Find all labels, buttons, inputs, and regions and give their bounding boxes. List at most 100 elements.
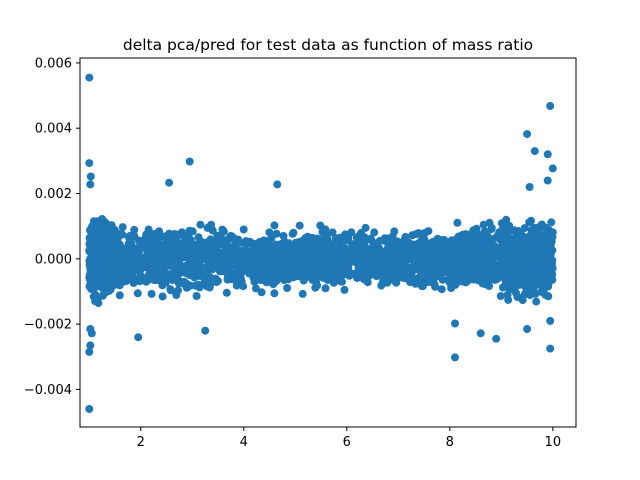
data-point-outlier bbox=[86, 172, 95, 181]
data-point-outlier bbox=[86, 341, 95, 350]
data-point bbox=[156, 240, 165, 249]
data-point bbox=[506, 256, 515, 265]
data-point-outlier bbox=[543, 176, 552, 185]
data-point bbox=[181, 250, 190, 259]
data-point bbox=[250, 264, 259, 273]
data-point bbox=[342, 236, 351, 245]
data-point bbox=[526, 277, 535, 286]
data-point bbox=[331, 248, 340, 257]
data-point bbox=[270, 289, 279, 298]
data-point bbox=[501, 273, 509, 282]
data-point-outlier bbox=[546, 102, 555, 110]
data-point bbox=[207, 224, 215, 233]
data-point bbox=[300, 266, 309, 275]
x-tick-label: 8 bbox=[446, 435, 454, 450]
data-point bbox=[155, 227, 164, 236]
data-point-outlier bbox=[543, 150, 552, 159]
data-point bbox=[196, 220, 205, 229]
data-point bbox=[161, 232, 170, 241]
data-point bbox=[316, 221, 325, 230]
data-point bbox=[363, 278, 372, 287]
x-tick-label: 4 bbox=[240, 435, 248, 450]
data-point bbox=[523, 269, 532, 277]
data-point bbox=[201, 238, 210, 247]
data-point bbox=[194, 233, 203, 242]
data-point bbox=[459, 249, 467, 258]
data-point bbox=[270, 221, 279, 230]
data-point bbox=[194, 280, 203, 289]
data-point bbox=[239, 225, 248, 234]
data-point bbox=[471, 274, 480, 283]
data-point bbox=[174, 286, 182, 295]
data-point bbox=[306, 253, 315, 262]
data-point bbox=[158, 292, 167, 301]
data-point-outlier bbox=[165, 178, 174, 187]
data-point bbox=[504, 295, 513, 304]
data-point bbox=[362, 248, 371, 257]
data-point bbox=[334, 273, 343, 282]
data-point bbox=[320, 262, 329, 271]
data-point bbox=[394, 248, 403, 257]
data-point bbox=[243, 250, 251, 258]
data-point bbox=[192, 292, 201, 300]
data-point bbox=[152, 265, 161, 273]
data-point bbox=[526, 291, 534, 299]
data-point bbox=[373, 246, 382, 255]
data-point bbox=[129, 254, 137, 263]
data-point bbox=[160, 257, 169, 266]
x-tick-label: 2 bbox=[137, 435, 145, 450]
data-point bbox=[538, 236, 547, 245]
data-point bbox=[443, 254, 452, 263]
data-point bbox=[546, 271, 554, 280]
data-point bbox=[370, 228, 379, 237]
data-point bbox=[218, 261, 227, 270]
data-point bbox=[85, 233, 94, 242]
data-point bbox=[420, 229, 429, 238]
data-point bbox=[272, 277, 281, 286]
data-point bbox=[152, 234, 161, 243]
data-point bbox=[453, 218, 462, 227]
data-point bbox=[282, 247, 291, 255]
data-point bbox=[400, 247, 409, 256]
data-point bbox=[166, 285, 175, 294]
data-point bbox=[340, 285, 349, 294]
data-point bbox=[367, 255, 375, 264]
data-point bbox=[527, 231, 536, 240]
data-point bbox=[431, 247, 440, 256]
y-tick-label: −0.002 bbox=[24, 318, 72, 333]
data-point bbox=[89, 292, 98, 301]
data-point bbox=[477, 251, 486, 259]
data-point bbox=[527, 216, 535, 225]
data-point bbox=[142, 255, 151, 264]
data-point bbox=[133, 289, 142, 298]
data-point bbox=[334, 264, 342, 273]
plot-frame bbox=[79, 57, 577, 428]
data-point bbox=[239, 282, 248, 291]
data-point bbox=[447, 236, 456, 245]
data-point bbox=[487, 225, 496, 234]
data-point bbox=[292, 254, 301, 263]
data-point bbox=[385, 264, 394, 272]
data-point bbox=[94, 225, 103, 234]
data-point-outlier bbox=[548, 164, 557, 173]
data-point-outlier bbox=[492, 334, 501, 343]
data-point bbox=[123, 273, 132, 282]
data-point bbox=[155, 275, 164, 284]
data-point bbox=[323, 241, 332, 250]
data-point bbox=[400, 257, 409, 266]
x-tick-label: 6 bbox=[343, 435, 351, 450]
data-point bbox=[372, 272, 381, 281]
data-point bbox=[127, 261, 136, 270]
data-point-outlier bbox=[523, 130, 532, 139]
data-point bbox=[237, 260, 246, 269]
data-point bbox=[136, 271, 145, 280]
data-point-outlier bbox=[451, 353, 459, 362]
data-point bbox=[265, 228, 274, 237]
data-point bbox=[411, 255, 420, 264]
data-point bbox=[512, 243, 520, 252]
data-point bbox=[403, 239, 412, 248]
data-point bbox=[543, 263, 552, 272]
data-point bbox=[464, 274, 473, 283]
data-point bbox=[430, 280, 439, 289]
data-point bbox=[519, 258, 528, 266]
